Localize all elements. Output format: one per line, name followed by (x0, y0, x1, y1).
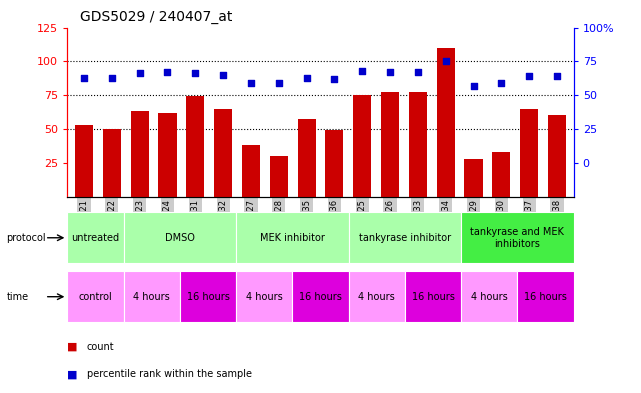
Text: 16 hours: 16 hours (524, 292, 567, 302)
Bar (103, 129, 121, 196)
Bar (292, 271, 349, 322)
Bar (131, 111, 149, 196)
Bar (214, 108, 232, 196)
Bar (409, 92, 427, 196)
Text: 16 hours: 16 hours (299, 292, 342, 302)
Point (106, 74, 117, 81)
Bar (353, 95, 371, 196)
Bar (326, 130, 344, 196)
Bar (124, 271, 180, 322)
Text: 4 hours: 4 hours (471, 292, 508, 302)
Text: 16 hours: 16 hours (412, 292, 454, 302)
Bar (517, 271, 574, 322)
Text: 4 hours: 4 hours (358, 292, 395, 302)
Text: tankyrase and MEK
inhibitors: tankyrase and MEK inhibitors (470, 227, 564, 248)
Bar (180, 271, 236, 322)
Bar (520, 108, 538, 196)
Text: time: time (6, 292, 29, 302)
Bar (242, 145, 260, 196)
Bar (236, 212, 349, 263)
Text: ■: ■ (67, 342, 78, 352)
Text: tankyrase inhibitor: tankyrase inhibitor (359, 233, 451, 243)
Bar (349, 212, 461, 263)
Text: percentile rank within the sample: percentile rank within the sample (87, 369, 251, 379)
Bar (236, 271, 292, 322)
Point (440, 58, 451, 64)
Text: count: count (87, 342, 114, 352)
Bar (381, 92, 399, 196)
Point (469, 83, 479, 89)
Bar (461, 212, 574, 263)
Point (246, 80, 256, 86)
Text: 4 hours: 4 hours (246, 292, 283, 302)
Text: 4 hours: 4 hours (133, 292, 170, 302)
Bar (270, 156, 288, 196)
Bar (187, 96, 204, 196)
Bar (124, 212, 236, 263)
Point (162, 69, 172, 75)
Point (357, 68, 367, 74)
Text: ■: ■ (67, 369, 78, 379)
Point (524, 73, 535, 79)
Bar (67, 271, 124, 322)
Bar (437, 48, 454, 196)
Point (329, 76, 340, 82)
Point (190, 70, 201, 77)
Text: untreated: untreated (71, 233, 119, 243)
Text: protocol: protocol (6, 233, 46, 243)
Point (385, 69, 395, 75)
Bar (158, 113, 176, 196)
Bar (297, 119, 315, 196)
Bar (67, 212, 124, 263)
Bar (461, 271, 517, 322)
Point (413, 69, 423, 75)
Bar (492, 152, 510, 196)
Bar (548, 116, 566, 196)
Point (552, 73, 562, 79)
Bar (405, 271, 461, 322)
Point (135, 70, 145, 77)
Point (79, 74, 89, 81)
Bar (465, 159, 483, 196)
Text: MEK inhibitor: MEK inhibitor (260, 233, 325, 243)
Point (301, 74, 312, 81)
Text: 16 hours: 16 hours (187, 292, 229, 302)
Text: GDS5029 / 240407_at: GDS5029 / 240407_at (80, 9, 233, 24)
Bar (75, 125, 93, 196)
Text: DMSO: DMSO (165, 233, 195, 243)
Text: control: control (79, 292, 112, 302)
Point (496, 80, 506, 86)
Point (274, 80, 284, 86)
Bar (349, 271, 405, 322)
Point (218, 72, 228, 78)
